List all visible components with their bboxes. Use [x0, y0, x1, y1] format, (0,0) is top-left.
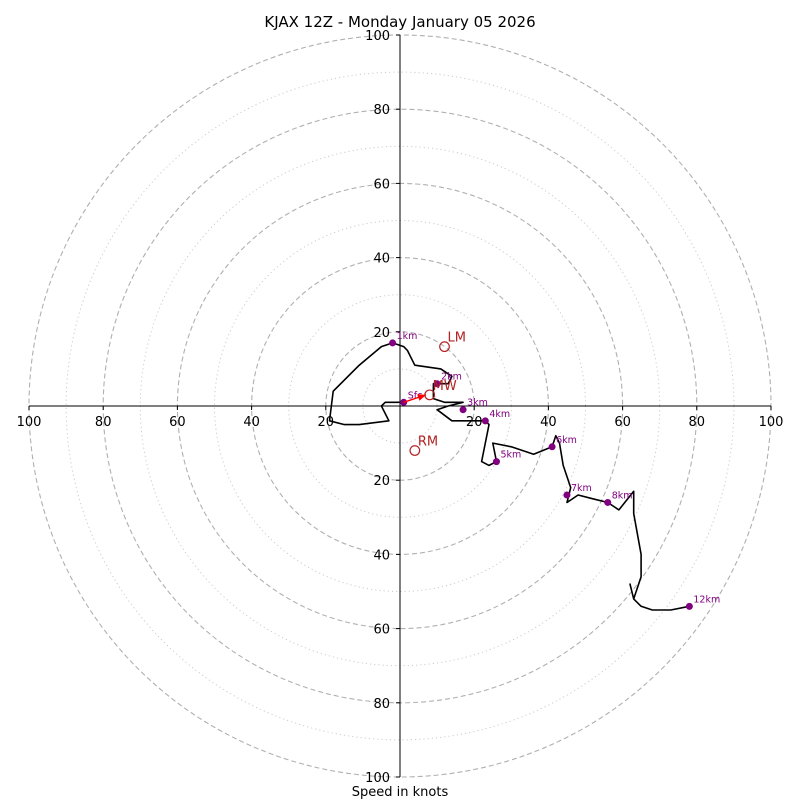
- y-tick-label: 80: [373, 103, 390, 118]
- x-tick-label: 40: [243, 415, 260, 430]
- wind-trace-layer: [328, 342, 690, 611]
- height-marker-label: 5km: [500, 450, 521, 461]
- x-tick-label: 80: [689, 415, 706, 430]
- storm-vector-label: LM: [448, 331, 466, 346]
- axis-ticks: 100 100 80 80 60 60 40 40 20 20 20 20 40 40 60 60 80 80 10…: [17, 29, 784, 786]
- y-tick-label: 60: [373, 177, 390, 192]
- storm-vector-MW: [424, 389, 436, 401]
- height-marker-label: 4km: [489, 409, 510, 420]
- y-tick-label: 40: [373, 252, 390, 267]
- height-marker-4km: [481, 417, 489, 425]
- y-tick-label: 80: [373, 697, 390, 712]
- x-tick-label: 40: [540, 415, 557, 430]
- y-tick-label: 20: [373, 474, 390, 489]
- y-tick-label: 20: [373, 326, 390, 341]
- height-marker-label: 1km: [397, 331, 418, 342]
- height-marker-3km: [459, 406, 467, 414]
- height-marker-label: 3km: [467, 398, 488, 409]
- storm-vector-label: MW: [433, 379, 457, 394]
- height-marker-7km: [563, 491, 571, 499]
- height-marker-1km: [389, 339, 397, 347]
- height-marker-label: 8km: [612, 490, 633, 501]
- y-tick-label: 100: [365, 771, 390, 786]
- y-tick-label: 40: [373, 548, 390, 563]
- height-marker-label: 6km: [556, 435, 577, 446]
- height-marker-8km: [604, 498, 612, 506]
- storm-vector-LM: [439, 341, 450, 353]
- storm-vectors-layer: LM MW RM: [403, 331, 466, 456]
- y-tick-label: 60: [373, 623, 390, 638]
- y-tick-label: 100: [365, 29, 390, 44]
- storm-vector-label: RM: [418, 435, 438, 450]
- wind-trace-line: [328, 342, 690, 611]
- height-marker-label: 12km: [693, 594, 720, 605]
- height-marker-label: 2km: [441, 372, 462, 383]
- x-tick-label: 60: [614, 415, 631, 430]
- x-tick-label: 80: [95, 415, 112, 430]
- x-tick-label: 100: [17, 415, 42, 430]
- x-tick-label: 60: [169, 415, 186, 430]
- height-marker-2km: [433, 380, 441, 388]
- chart-title: KJAX 12Z - Monday January 05 2026: [264, 13, 535, 31]
- mean-wind-arrowhead: [417, 394, 426, 401]
- x-tick-label: 100: [759, 415, 784, 430]
- height-marker-label: 7km: [571, 483, 592, 494]
- x-tick-label: 20: [466, 415, 483, 430]
- height-marker-12km: [685, 602, 693, 610]
- x-tick-label: 20: [318, 415, 335, 430]
- height-marker-6km: [548, 443, 556, 451]
- height-marker-5km: [492, 458, 500, 466]
- storm-vector-RM: [409, 445, 421, 456]
- x-axis-label: Speed in knots: [352, 785, 449, 800]
- height-marker-label: Sfc: [408, 390, 423, 401]
